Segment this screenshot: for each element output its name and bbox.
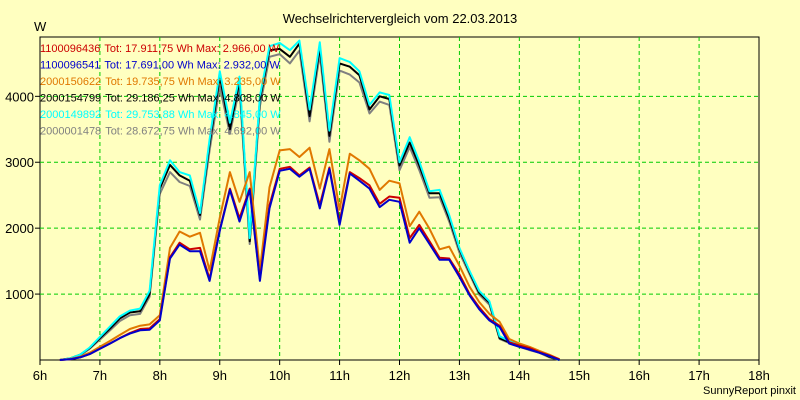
legend-entry: 2000149892 Tot: 29.753,88 Wh Max: 4.845,0… xyxy=(40,109,281,121)
footer-credit: SunnyReport pinxit xyxy=(703,385,796,397)
x-tick-label: 11h xyxy=(329,368,350,383)
legend-stats: Tot: 29.753,88 Wh Max: 4.845,00 W xyxy=(105,109,281,121)
legend-entry: 2000154799 Tot: 29.186,25 Wh Max: 4.808,0… xyxy=(40,93,281,105)
x-tick-label: 14h xyxy=(508,368,530,383)
chart-title: Wechselrichtervergleich vom 22.03.2013 xyxy=(283,11,518,26)
legend: 1100096436 Tot: 17.911,75 Wh Max: 2.966,0… xyxy=(40,43,281,138)
series-line-2000149892 xyxy=(59,39,560,361)
x-tick-label: 16h xyxy=(628,368,650,383)
legend-stats: Tot: 28.672,75 Wh Max: 4.692,00 W xyxy=(105,126,281,138)
legend-id: 2000149892 xyxy=(40,109,101,121)
legend-id: 2000150622 xyxy=(40,76,101,88)
legend-stats: Tot: 29.186,25 Wh Max: 4.808,00 W xyxy=(105,93,281,105)
legend-id: 1100096436 xyxy=(40,43,100,55)
legend-id: 2000001478 xyxy=(40,126,101,138)
x-tick-label: 8h xyxy=(153,368,167,383)
legend-id: 1100096541 xyxy=(40,60,100,72)
legend-entry: 2000150622 Tot: 19.735,75 Wh Max: 3.235,0… xyxy=(40,76,281,88)
legend-stats: Tot: 17.911,75 Wh Max: 2.966,00 W xyxy=(104,43,279,55)
y-tick-label: 3000 xyxy=(5,155,34,170)
x-tick-label: 12h xyxy=(389,368,411,383)
legend-entry: 1100096541 Tot: 17.691,00 Wh Max: 2.932,0… xyxy=(40,60,280,72)
x-tick-label: 18h xyxy=(748,368,770,383)
legend-entry: 2000001478 Tot: 28.672,75 Wh Max: 4.692,0… xyxy=(40,126,281,138)
legend-entry: 1100096436 Tot: 17.911,75 Wh Max: 2.966,0… xyxy=(40,43,280,55)
legend-stats: Tot: 19.735,75 Wh Max: 3.235,00 W xyxy=(105,76,281,88)
legend-stats: Tot: 17.691,00 Wh Max: 2.932,00 W xyxy=(104,60,280,72)
series-lines xyxy=(59,39,560,361)
legend-id: 2000154799 xyxy=(40,93,101,105)
x-tick-label: 13h xyxy=(449,368,471,383)
series-line-2000150622 xyxy=(59,146,560,361)
y-tick-label: 1000 xyxy=(5,287,34,302)
x-tick-label: 10h xyxy=(269,368,291,383)
x-tick-label: 17h xyxy=(688,368,710,383)
y-tick-label: 4000 xyxy=(5,89,34,104)
x-tick-label: 9h xyxy=(213,368,227,383)
x-tick-label: 6h xyxy=(33,368,47,383)
x-tick-label: 15h xyxy=(568,368,590,383)
series-line-1100096541 xyxy=(59,167,560,361)
y-axis-label: W xyxy=(34,19,47,34)
y-tick-label: 2000 xyxy=(5,221,34,236)
x-tick-label: 7h xyxy=(93,368,107,383)
axes: 6h 7h 8h 9h 10h 11h 12h 13h 14h 15h 16h 17h 18h 1000 2… xyxy=(5,89,770,383)
